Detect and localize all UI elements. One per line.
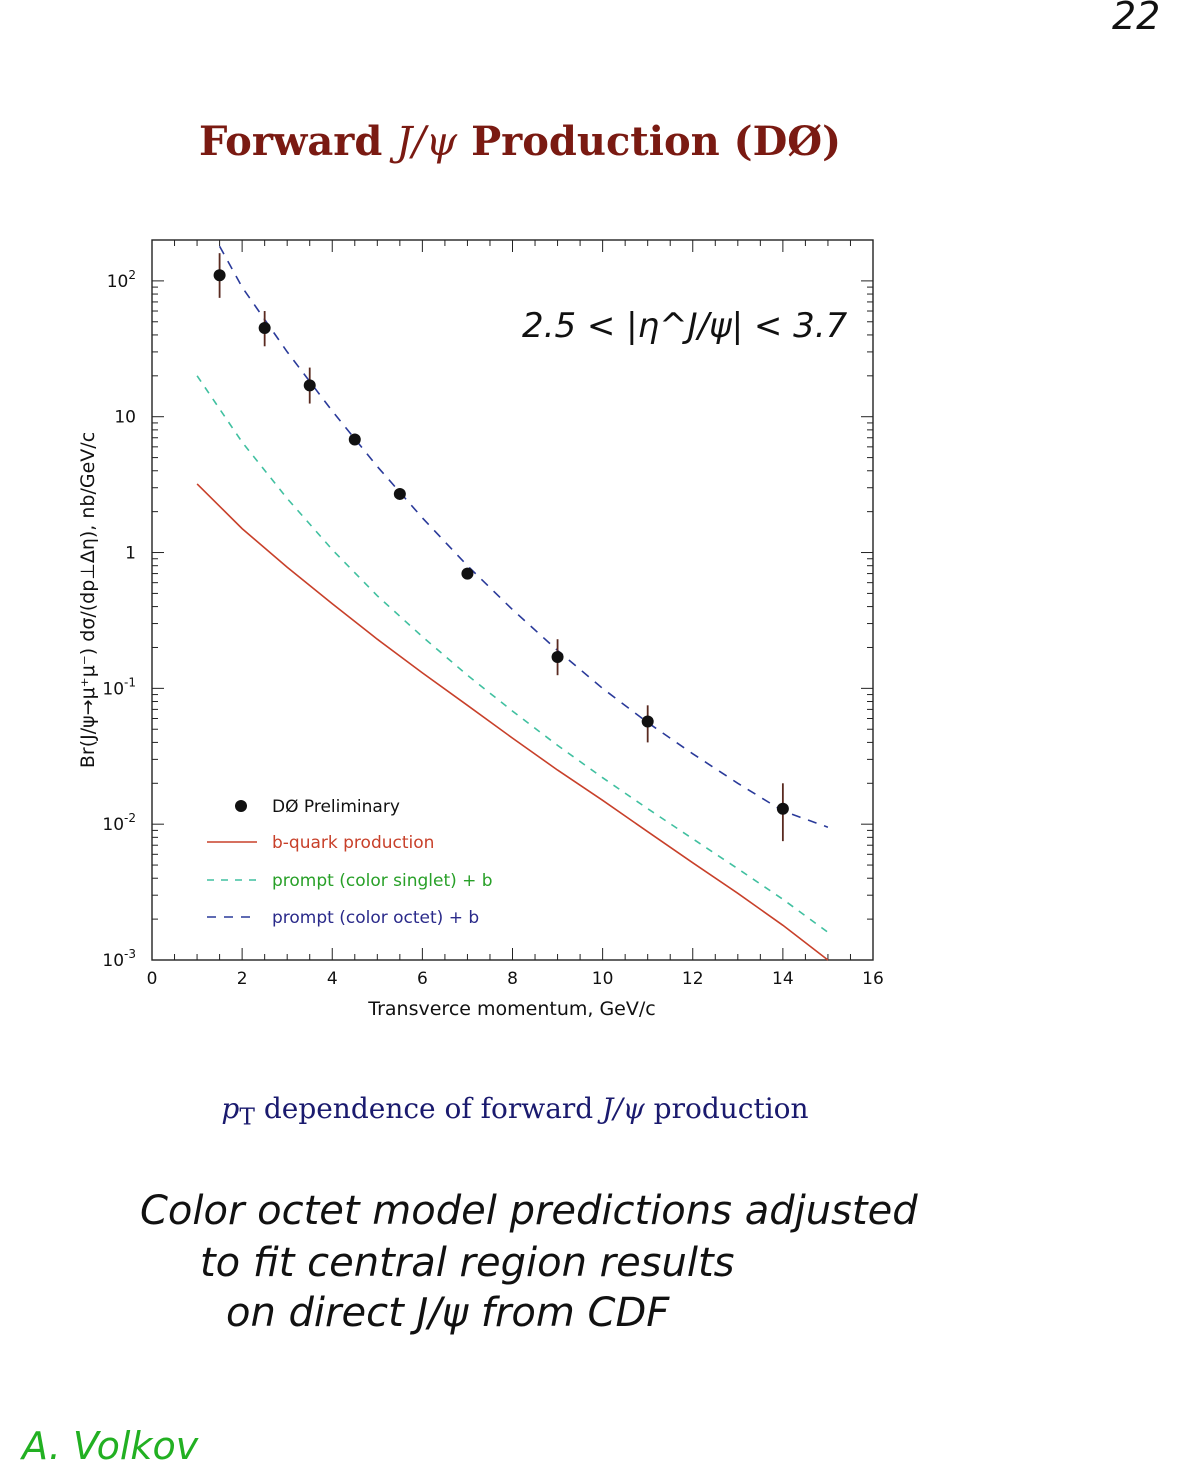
x-tick-label: 14 — [772, 969, 794, 989]
y-tick-label: 10-2 — [102, 811, 136, 835]
y-tick-label: 10-3 — [102, 947, 136, 971]
author-signature: A. Volkov — [22, 1424, 199, 1468]
data-point — [348, 433, 361, 446]
data-point — [393, 487, 406, 500]
caption-post: production — [644, 1092, 809, 1125]
data-point — [303, 379, 316, 392]
slide-title-post: Production (DØ) — [457, 118, 842, 165]
legend-label: prompt (color singlet) + b — [272, 871, 493, 891]
plot-frame — [151, 239, 874, 961]
y-axis-label: Br(J/ψ→μ⁺μ⁻) dσ/(dp⊥Δη), nb/GeV/c — [77, 432, 99, 768]
slide-title-pre: Forward — [198, 118, 397, 165]
curves — [196, 245, 829, 961]
y-tick-label: 10 — [114, 408, 136, 428]
slide-title: Forward J/ψ Production (DØ) — [0, 118, 1040, 165]
legend: DØ Preliminary b-quark production prompt (… — [207, 797, 493, 928]
data-point — [776, 802, 789, 815]
x-tick-label: 8 — [507, 969, 518, 989]
b-quark-curve — [196, 483, 829, 961]
color-singlet-curve — [196, 375, 829, 933]
tick-labels: 0 2 4 6 8 10 12 14 16 102 10 1 10-1 10-2 10-3 — [102, 268, 883, 989]
handwritten-note-line: Color octet model predictions adjusted — [140, 1188, 918, 1234]
eta-range-annotation: 2.5 < |η^J/ψ| < 3.7 — [522, 306, 848, 346]
x-tick-label: 12 — [682, 969, 704, 989]
legend-label: prompt (color octet) + b — [272, 908, 479, 928]
data-point — [461, 567, 474, 580]
data-point — [213, 269, 226, 282]
x-tick-label: 4 — [327, 969, 338, 989]
x-tick-label: 2 — [237, 969, 248, 989]
chart: 0 2 4 6 8 10 12 14 16 102 10 1 10-1 10-2 10-3 DØ Preli… — [77, 239, 884, 1020]
data-points — [213, 253, 789, 842]
x-tick-label: 6 — [417, 969, 428, 989]
y-tick-label: 1 — [125, 544, 136, 564]
x-tick-label: 10 — [592, 969, 614, 989]
y-tick-label: 10-1 — [102, 675, 136, 699]
legend-marker — [235, 800, 247, 812]
data-point — [258, 321, 271, 334]
x-tick-label: 16 — [862, 969, 884, 989]
caption-mid: dependence of forward — [254, 1092, 603, 1125]
x-tick-label: 0 — [147, 969, 158, 989]
page-number: 22 — [1112, 0, 1161, 38]
data-point — [551, 651, 564, 664]
legend-label: b-quark production — [272, 833, 434, 853]
caption-pt-sub: T — [239, 1102, 255, 1131]
slide-title-jpsi: J/ψ — [396, 119, 458, 165]
figure-caption: pT dependence of forward J/ψ production — [0, 1092, 1030, 1131]
legend-label: DØ Preliminary — [272, 797, 400, 817]
caption-jpsi: J/ψ — [602, 1092, 645, 1125]
caption-pt: p — [221, 1092, 240, 1125]
x-axis-label: Transverce momentum, GeV/c — [367, 998, 655, 1020]
y-tick-label: 102 — [107, 268, 136, 292]
handwritten-note-line: on direct J/ψ from CDF — [226, 1290, 670, 1336]
axes-frame — [151, 239, 874, 961]
handwritten-note-line: to fit central region results — [200, 1240, 735, 1286]
data-point — [641, 715, 654, 728]
color-octet-curve — [218, 245, 829, 828]
